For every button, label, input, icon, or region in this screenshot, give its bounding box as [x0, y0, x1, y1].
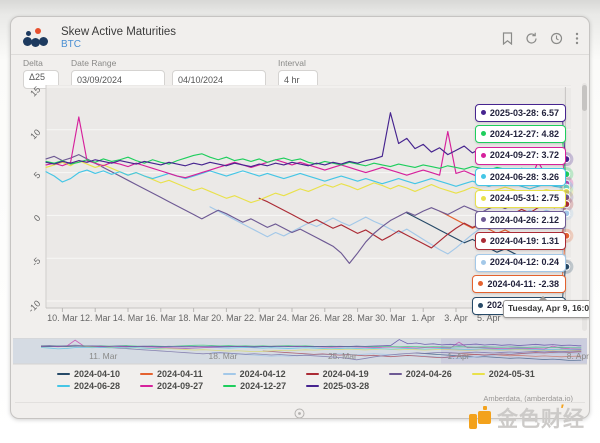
svg-text:-10: -10 — [26, 298, 42, 314]
scrollbar[interactable] — [582, 83, 587, 331]
date-range-label: Date Range — [71, 58, 117, 68]
svg-text:5: 5 — [32, 170, 43, 181]
widget-header: Skew Active Maturities BTC — [23, 24, 579, 52]
svg-text:10: 10 — [28, 127, 42, 141]
interval-input[interactable] — [278, 70, 318, 89]
maturity-value-label: 2024-04-12: 0.24 — [474, 253, 566, 272]
navigator-strip[interactable] — [11, 338, 589, 365]
svg-text:15: 15 — [28, 84, 42, 98]
chart-widget-window: Skew Active Maturities BTC Delta Δ25 Dat… — [10, 16, 590, 419]
maturity-value-label: 2024-09-27: 3.72 — [474, 146, 566, 165]
svg-text:20. Mar: 20. Mar — [211, 313, 242, 323]
svg-text:22. Mar: 22. Mar — [244, 313, 275, 323]
legend-item[interactable]: 2024-12-27 — [223, 381, 286, 391]
date-from-input[interactable] — [71, 70, 165, 89]
maturity-value-label: 2024-04-26: 2.12 — [474, 211, 566, 229]
legend: 2024-04-10 2024-04-11 2024-04-12 2024-04-19… — [57, 369, 577, 391]
legend-item[interactable]: 2024-04-26 — [388, 369, 452, 379]
maturity-value-label: 2025-03-28: 6.57 — [474, 104, 566, 122]
scrollbar-thumb[interactable] — [582, 85, 587, 111]
svg-text:12. Mar: 12. Mar — [80, 313, 111, 323]
more-icon[interactable] — [575, 32, 579, 45]
svg-text:3. Apr: 3. Apr — [444, 313, 468, 323]
footer-divider — [15, 402, 585, 403]
svg-text:26. Mar: 26. Mar — [310, 313, 341, 323]
maturity-value-label: 2024-04-11: -2.38 — [472, 275, 566, 294]
amberdata-logo-icon — [23, 27, 53, 49]
date-to-input[interactable] — [172, 70, 266, 89]
controls-row: Delta Δ25 Date Range Interval — [23, 58, 318, 89]
chart-options-icon[interactable] — [294, 406, 305, 418]
delta-label: Delta — [23, 58, 43, 68]
interval-label: Interval — [278, 58, 306, 68]
jinse-watermark-text: 金色财经 ′ — [497, 401, 585, 431]
legend-item[interactable]: 2024-05-31 — [471, 369, 535, 379]
legend-item[interactable]: 2025-03-28 — [306, 381, 369, 391]
legend-item[interactable]: 2024-04-19 — [305, 369, 369, 379]
svg-text:24. Mar: 24. Mar — [277, 313, 308, 323]
maturity-value-label: 2024-12-27: 4.82 — [474, 125, 566, 144]
page-title: Skew Active Maturities — [61, 26, 177, 39]
maturity-value-label: 2024-05-31: 2.75 — [474, 189, 566, 208]
svg-text:16. Mar: 16. Mar — [146, 313, 177, 323]
legend-item[interactable]: 2024-04-12 — [222, 369, 286, 379]
jinse-watermark: 金色财经 ′ — [468, 401, 585, 433]
history-icon[interactable] — [550, 32, 563, 45]
svg-text:30. Mar: 30. Mar — [375, 313, 406, 323]
svg-text:14. Mar: 14. Mar — [113, 313, 144, 323]
maturity-value-label: 2024-04-19: 1.31 — [474, 232, 566, 251]
credit-text: Amberdata, (amberdata.io) — [483, 394, 573, 403]
svg-text:10. Mar: 10. Mar — [47, 313, 78, 323]
tooltip-date: Tuesday, Apr 9, 16:00 — [503, 296, 589, 318]
svg-text:0: 0 — [32, 213, 43, 224]
delta-value-button[interactable]: Δ25 — [23, 70, 59, 89]
refresh-icon[interactable] — [525, 32, 538, 45]
svg-text:-5: -5 — [30, 256, 43, 269]
svg-text:1. Apr: 1. Apr — [411, 313, 435, 323]
legend-item[interactable]: 2024-06-28 — [57, 381, 120, 391]
svg-text:5. Apr: 5. Apr — [477, 313, 501, 323]
symbol-link[interactable]: BTC — [61, 38, 81, 50]
legend-item[interactable]: 2024-04-11 — [140, 369, 203, 379]
svg-text:28. Mar: 28. Mar — [342, 313, 373, 323]
bookmark-icon[interactable] — [502, 31, 513, 45]
maturity-value-label: 2024-06-28: 3.26 — [474, 168, 566, 187]
legend-item[interactable]: 2024-04-10 — [57, 369, 120, 379]
jinse-logo-icon — [468, 406, 492, 430]
header-divider — [11, 54, 589, 55]
legend-item[interactable]: 2024-09-27 — [140, 381, 203, 391]
svg-text:18. Mar: 18. Mar — [178, 313, 209, 323]
